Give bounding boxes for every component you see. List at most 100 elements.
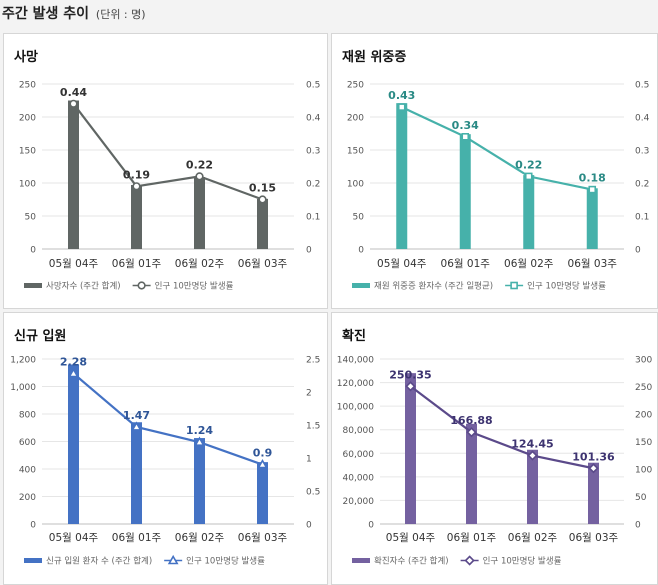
x-tick-label: 06월 03주 xyxy=(238,258,288,270)
x-tick-label: 06월 01주 xyxy=(441,258,491,270)
y-right-tick-label: 0.5 xyxy=(306,81,320,91)
data-label: 0.43 xyxy=(388,89,415,102)
y-right-tick-label: 0 xyxy=(306,521,312,531)
y-left-tick-label: 100 xyxy=(19,180,36,190)
bar xyxy=(257,198,268,249)
legend-bar-label: 확진자수 (주간 합계) xyxy=(374,556,449,567)
legend-bar-label: 사망자수 (주간 합계) xyxy=(46,281,121,292)
line-marker xyxy=(68,367,79,378)
legend: 재원 위중증 환자수 (주간 일평균) 인구 10만명당 발생률 xyxy=(352,281,606,292)
y-left-tick-label: 120,000 xyxy=(337,379,374,389)
y-right-tick-label: 0 xyxy=(635,246,641,256)
y-left-tick-label: 50 xyxy=(25,213,37,223)
bar xyxy=(586,188,598,249)
legend-bar-swatch xyxy=(352,283,370,288)
unit-note: (단위 : 명) xyxy=(95,8,146,21)
y-left-tick-label: 600 xyxy=(19,438,36,448)
y-right-tick-label: 0.3 xyxy=(635,147,649,157)
line-marker xyxy=(405,381,416,392)
bar xyxy=(405,373,416,524)
panel-title: 신규 입원 xyxy=(14,329,67,344)
y-left-tick-label: 0 xyxy=(358,246,364,256)
data-label: 0.18 xyxy=(579,172,606,185)
data-label: 2.28 xyxy=(60,356,87,369)
y-right-tick-label: 100 xyxy=(635,466,652,476)
y-left-tick-label: 0 xyxy=(368,521,374,531)
chart-critical: 0 50 100 150 200 250 0 0.1 0.2 0.3 0.4 0.5 0.43 0.34 0… xyxy=(347,81,650,292)
line-marker xyxy=(194,436,205,446)
series-line xyxy=(72,103,263,201)
data-label: 0.19 xyxy=(123,168,150,181)
bar xyxy=(396,103,408,249)
y-right-tick-label: 0.3 xyxy=(306,147,320,157)
line-marker xyxy=(527,450,538,461)
y-right-tick-label: 300 xyxy=(635,356,652,366)
y-right-tick-label: 250 xyxy=(635,383,652,393)
y-left-tick-label: 250 xyxy=(19,81,36,91)
line-marker xyxy=(257,458,268,469)
legend-line-label: 인구 10만명당 발생률 xyxy=(155,281,234,292)
panel-deaths: 사망 0 50 100 150 200 250 0 0.1 0.2 0.3 0.4 0.5 0.44 0.… xyxy=(3,33,328,309)
y-left-tick-label: 20,000 xyxy=(343,497,375,507)
y-left-tick-label: 40,000 xyxy=(343,473,375,483)
y-right-tick-label: 150 xyxy=(635,438,652,448)
legend-bar-label: 재원 위중증 환자수 (주간 일평균) xyxy=(374,281,493,292)
series-line xyxy=(409,385,594,470)
chart-confirmed: 0 20,000 40,000 60,000 80,000 100,000 120,000 1… xyxy=(337,356,653,567)
panel-title: 재원 위중증 xyxy=(342,50,407,65)
x-tick-label: 06월 01주 xyxy=(112,258,162,270)
data-label: 0.9 xyxy=(253,447,273,460)
data-label: 0.15 xyxy=(249,182,276,195)
y-left-tick-label: 400 xyxy=(19,466,36,476)
y-left-tick-label: 0 xyxy=(30,246,36,256)
line-marker xyxy=(131,421,142,431)
x-tick-label: 06월 03주 xyxy=(569,532,619,544)
y-right-tick-label: 0.2 xyxy=(635,180,649,190)
bar xyxy=(131,422,142,524)
bar xyxy=(68,100,79,249)
y-right-tick-label: 0.4 xyxy=(635,114,650,124)
x-tick-label: 06월 01주 xyxy=(447,532,497,544)
y-left-tick-label: 1,000 xyxy=(10,383,36,393)
x-tick-label: 06월 02주 xyxy=(175,258,225,270)
y-right-tick-label: 1.5 xyxy=(306,422,320,432)
series-line xyxy=(72,372,263,466)
legend-line-marker xyxy=(167,554,179,565)
bar xyxy=(588,462,599,524)
data-label: 101.36 xyxy=(572,450,615,463)
bar xyxy=(194,177,205,249)
line-marker xyxy=(258,195,267,204)
legend-line-marker xyxy=(464,555,475,566)
legend-line-marker xyxy=(137,281,146,290)
page-title: 주간 발생 추이 (단위 : 명) xyxy=(2,3,146,23)
line-marker xyxy=(69,99,78,108)
data-label: 1.24 xyxy=(186,424,213,437)
y-right-tick-label: 1 xyxy=(306,455,312,465)
data-label: 0.22 xyxy=(186,158,213,171)
x-tick-label: 05월 04주 xyxy=(386,532,436,544)
legend-bar-swatch xyxy=(24,283,42,288)
y-left-tick-label: 1,200 xyxy=(10,356,36,366)
y-right-tick-label: 0.4 xyxy=(306,114,321,124)
legend-line-label: 인구 10만명당 발생률 xyxy=(483,556,562,567)
panel-confirmed: 확진 0 20,000 40,000 60,000 80,000 100,000 120,0… xyxy=(331,312,658,585)
y-left-tick-label: 140,000 xyxy=(337,356,374,366)
y-left-tick-label: 80,000 xyxy=(343,426,375,436)
data-label: 166.88 xyxy=(450,414,492,427)
y-right-tick-label: 2.5 xyxy=(306,356,320,366)
y-left-tick-label: 250 xyxy=(347,81,364,91)
legend-bar-swatch xyxy=(352,558,370,563)
data-label: 250.35 xyxy=(389,368,431,381)
legend-bar-label: 신규 입원 환자 수 (주간 합계) xyxy=(46,556,152,567)
y-right-tick-label: 200 xyxy=(635,411,652,421)
y-left-tick-label: 100,000 xyxy=(337,403,374,413)
legend-line-label: 인구 10만명당 발생률 xyxy=(186,556,265,567)
y-left-tick-label: 200 xyxy=(19,114,36,124)
bar xyxy=(131,184,142,249)
legend: 확진자수 (주간 합계) 인구 10만명당 발생률 xyxy=(352,555,562,567)
data-label: 124.45 xyxy=(511,438,553,451)
line-marker xyxy=(397,103,406,111)
y-left-tick-label: 150 xyxy=(347,147,364,157)
bar xyxy=(68,364,79,524)
x-tick-label: 05월 04주 xyxy=(49,258,99,270)
